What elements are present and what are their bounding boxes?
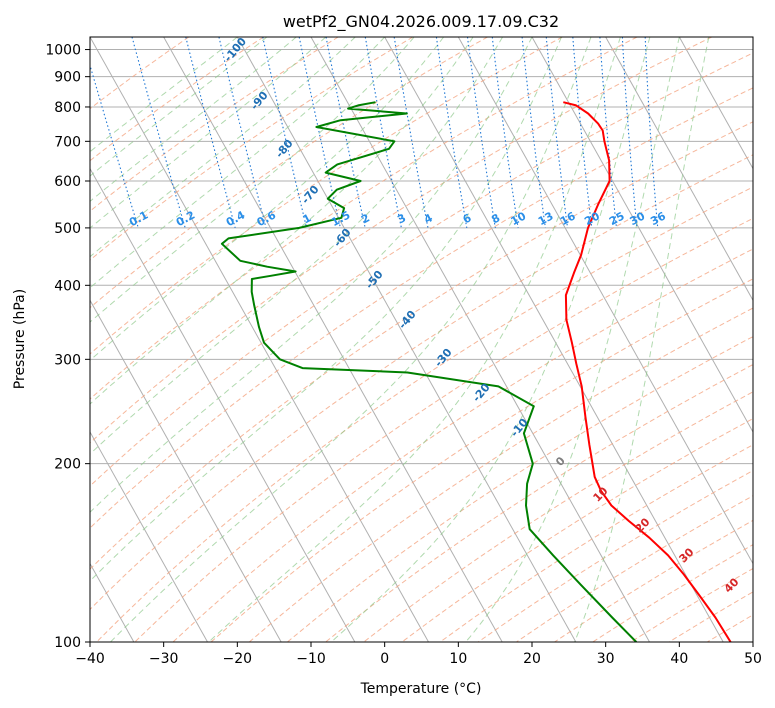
mixing-ratio-line xyxy=(545,37,569,228)
moist-adiabat-line xyxy=(465,37,680,642)
y-tick-label: 1000 xyxy=(45,43,81,59)
mixing-ratio-line xyxy=(131,37,186,229)
isotherm-line xyxy=(531,37,753,433)
isotherm-line xyxy=(457,37,753,565)
x-axis-ticks: −40 −30 −20 −10 0 10 20 30 40 50 xyxy=(75,642,762,667)
dry-adiabat-line xyxy=(90,37,339,212)
isotherm-line xyxy=(678,37,753,170)
moist-adiabat-line xyxy=(90,37,356,258)
y-axis-ticks: 100 200 300 400 500 600 700 800 900 1000 xyxy=(45,43,90,651)
moist-adiabat-line xyxy=(90,37,562,582)
y-tick-label: 600 xyxy=(54,174,81,190)
mixing-ratio-line xyxy=(90,63,139,229)
moist-adiabat-line xyxy=(90,37,444,362)
moist-adiabat-line xyxy=(90,37,474,405)
isotherm-line xyxy=(90,430,208,642)
dry-adiabat-line xyxy=(90,37,712,444)
y-tick-label: 400 xyxy=(54,278,81,294)
mixing-ratio-line xyxy=(521,37,546,228)
mixing-ratio-line xyxy=(572,37,593,228)
x-tick-label: −10 xyxy=(296,651,326,667)
x-tick-label: 30 xyxy=(597,651,615,667)
y-tick-label: 200 xyxy=(54,457,81,473)
dry-adiabats xyxy=(90,37,753,642)
temperature-profile-line xyxy=(563,101,732,642)
x-tick-label: −20 xyxy=(223,651,253,667)
x-tick-label: 10 xyxy=(449,651,467,667)
y-axis-label: Pressure (hPa) xyxy=(12,289,28,389)
isotherm-gridlines xyxy=(90,37,753,642)
mixing-ratio-line xyxy=(262,37,308,229)
mixing-ratio-label: 16 xyxy=(558,209,578,228)
x-tick-label: 20 xyxy=(523,651,541,667)
profile-series xyxy=(220,101,732,642)
y-tick-label: 100 xyxy=(54,635,81,651)
mixing-ratio-line xyxy=(218,37,267,229)
isotherm-line xyxy=(310,37,650,642)
mixing-ratio-label: 36 xyxy=(648,209,668,228)
dry-adiabat-line xyxy=(90,37,190,110)
plot-area xyxy=(90,37,753,642)
dry-adiabat-line xyxy=(90,121,753,570)
isobar-gridlines xyxy=(90,49,753,642)
y-tick-label: 900 xyxy=(54,70,81,86)
dry-adiabat-line xyxy=(210,278,753,642)
isotherm-line xyxy=(384,37,724,642)
moist-adiabat-line xyxy=(208,37,621,642)
mixing-ratio-line xyxy=(298,37,341,229)
x-tick-label: −40 xyxy=(75,651,105,667)
moist-adiabat-line xyxy=(90,37,386,289)
y-tick-label: 500 xyxy=(54,221,81,237)
isotherm-line xyxy=(90,167,356,642)
mixing-ratio-line xyxy=(491,37,519,228)
dry-adiabat-line xyxy=(172,248,753,642)
mixing-ratio-line xyxy=(599,37,618,228)
moist-adiabat-line xyxy=(574,37,710,642)
dry-adiabat-line xyxy=(90,37,638,400)
y-tick-label: 700 xyxy=(54,134,81,150)
x-tick-label: 0 xyxy=(380,651,389,667)
dry-adiabat-line xyxy=(90,37,488,309)
moist-adiabat-line xyxy=(110,37,592,642)
dry-adiabat-line xyxy=(90,37,414,261)
x-tick-label: 40 xyxy=(670,651,688,667)
mixing-ratio-line xyxy=(435,37,468,228)
dry-adiabat-line xyxy=(90,52,753,487)
plot-frame xyxy=(89,36,754,643)
x-axis-label: Temperature (°C) xyxy=(360,681,482,697)
isotherm-line xyxy=(163,37,503,642)
moist-adiabat-line xyxy=(90,37,533,513)
isotherm-line xyxy=(605,37,753,302)
y-tick-label: 300 xyxy=(54,352,81,368)
dry-adiabat-line xyxy=(90,37,264,162)
dry-adiabat-line xyxy=(90,154,753,611)
mixing-ratio-label: 20 xyxy=(582,209,602,228)
x-tick-label: −30 xyxy=(149,651,179,667)
x-tick-label: 50 xyxy=(744,651,762,667)
y-tick-label: 800 xyxy=(54,100,81,116)
mixing-ratio-lines xyxy=(90,37,659,229)
isotherm-line xyxy=(90,299,282,642)
moist-adiabat-line xyxy=(330,37,651,642)
moist-adiabat-line xyxy=(90,37,503,455)
mixing-ratio-label: 13 xyxy=(536,209,556,228)
mixing-ratio-line xyxy=(185,37,236,229)
isotherm-line xyxy=(90,37,429,642)
mixing-ratio-label: 10 xyxy=(509,209,529,228)
isotherm-line xyxy=(236,37,577,642)
dry-adiabat-line xyxy=(363,391,753,642)
dewpoint-profile-line xyxy=(220,101,638,642)
mixing-ratio-label: 30 xyxy=(627,209,647,228)
dry-adiabat-line xyxy=(325,363,753,642)
mixing-ratio-label: 25 xyxy=(607,209,627,228)
moist-adiabats xyxy=(90,37,710,642)
mixing-ratio-line xyxy=(466,37,496,228)
chart-title: wetPf2_GN04.2026.009.17.09.C32 xyxy=(283,12,559,32)
moist-adiabat-line xyxy=(90,37,327,229)
